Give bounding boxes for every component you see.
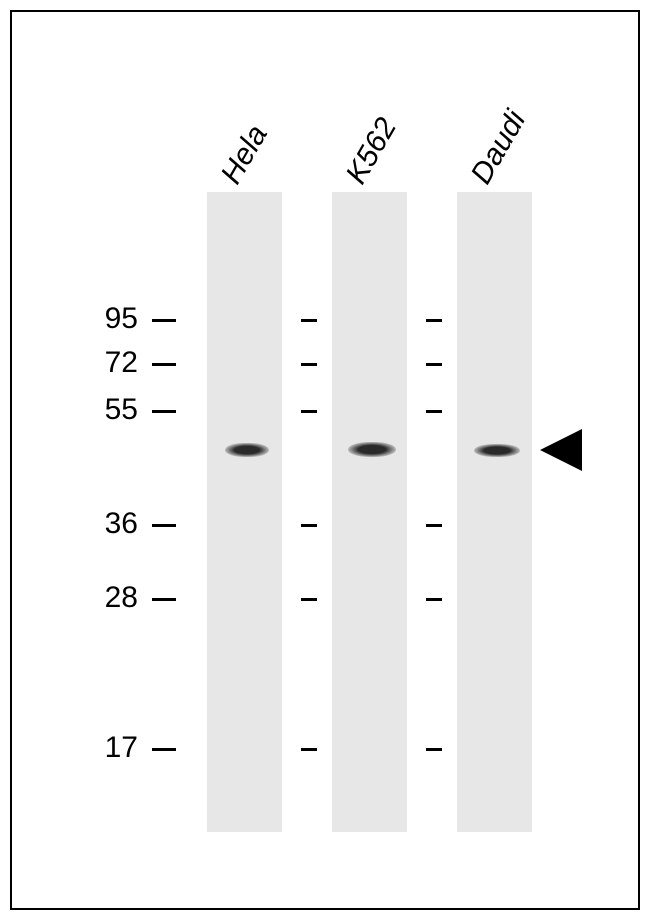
target-arrow-icon <box>540 429 582 471</box>
mw-label-95: 95 <box>105 302 138 336</box>
lane-label-k562: K562 <box>340 112 404 190</box>
blot-frame: Hela K562 Daudi 95 72 55 36 28 17 <box>10 10 640 910</box>
tick-gap1-95 <box>301 319 317 322</box>
tick-gap2-95 <box>426 319 442 322</box>
band-daudi <box>474 444 520 457</box>
tick-gap2-36 <box>426 524 442 527</box>
mw-label-28: 28 <box>105 581 138 615</box>
mw-dash-55 <box>152 410 176 413</box>
tick-gap1-72 <box>301 363 317 366</box>
mw-dash-36 <box>152 524 176 527</box>
band-hela <box>225 443 269 457</box>
tick-gap1-55 <box>301 410 317 413</box>
mw-dash-17 <box>152 748 176 751</box>
mw-dash-72 <box>152 363 176 366</box>
tick-gap2-17 <box>426 748 442 751</box>
tick-gap2-55 <box>426 410 442 413</box>
tick-gap2-72 <box>426 363 442 366</box>
tick-gap1-36 <box>301 524 317 527</box>
lane-label-daudi: Daudi <box>465 105 534 190</box>
lane-hela <box>207 192 282 832</box>
tick-gap1-28 <box>301 598 317 601</box>
mw-dash-95 <box>152 319 176 322</box>
lane-daudi <box>457 192 532 832</box>
mw-label-55: 55 <box>105 393 138 427</box>
lane-label-hela: Hela <box>215 120 275 190</box>
tick-gap1-17 <box>301 748 317 751</box>
mw-label-17: 17 <box>105 731 138 765</box>
tick-gap2-28 <box>426 598 442 601</box>
mw-label-72: 72 <box>105 346 138 380</box>
mw-dash-28 <box>152 598 176 601</box>
lane-k562 <box>332 192 407 832</box>
band-k562 <box>348 442 396 457</box>
mw-label-36: 36 <box>105 507 138 541</box>
